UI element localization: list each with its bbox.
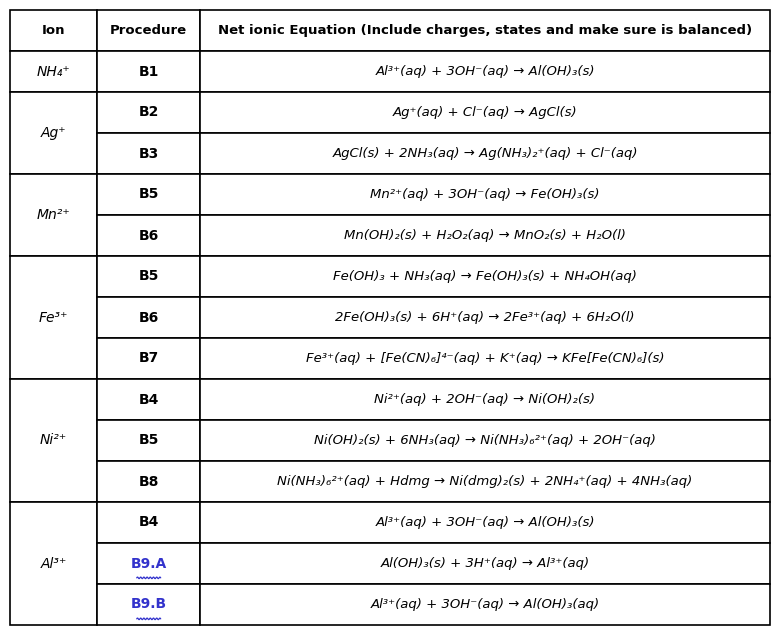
Text: Mn²⁺(aq) + 3OH⁻(aq) → Fe(OH)₃(s): Mn²⁺(aq) + 3OH⁻(aq) → Fe(OH)₃(s): [370, 188, 600, 201]
Bar: [10, 92, 98, 174]
Bar: [200, 133, 770, 174]
Bar: [200, 10, 770, 51]
Bar: [10, 379, 98, 502]
Text: 2Fe(OH)₃(s) + 6H⁺(aq) → 2Fe³⁺(aq) + 6H₂O(l): 2Fe(OH)₃(s) + 6H⁺(aq) → 2Fe³⁺(aq) + 6H₂O…: [335, 311, 635, 324]
Text: B6: B6: [139, 229, 159, 243]
Text: Mn²⁺: Mn²⁺: [37, 208, 70, 222]
Text: Ni²⁺: Ni²⁺: [40, 434, 67, 448]
Text: Ni²⁺(aq) + 2OH⁻(aq) → Ni(OH)₂(s): Ni²⁺(aq) + 2OH⁻(aq) → Ni(OH)₂(s): [374, 393, 595, 406]
Bar: [200, 584, 770, 625]
Bar: [98, 92, 200, 133]
Text: B8: B8: [139, 474, 159, 488]
Text: B9.B: B9.B: [130, 598, 167, 612]
Text: Ion: Ion: [42, 24, 66, 37]
Bar: [98, 420, 200, 461]
Text: Al³⁺(aq) + 3OH⁻(aq) → Al(OH)₃(aq): Al³⁺(aq) + 3OH⁻(aq) → Al(OH)₃(aq): [370, 598, 600, 611]
Bar: [98, 461, 200, 502]
Bar: [98, 379, 200, 420]
Bar: [10, 10, 98, 51]
Bar: [98, 133, 200, 174]
Text: B9.A: B9.A: [130, 556, 167, 570]
Bar: [200, 543, 770, 584]
Text: Ni(OH)₂(s) + 6NH₃(aq) → Ni(NH₃)₆²⁺(aq) + 2OH⁻(aq): Ni(OH)₂(s) + 6NH₃(aq) → Ni(NH₃)₆²⁺(aq) +…: [314, 434, 656, 447]
Bar: [200, 338, 770, 379]
Bar: [10, 256, 98, 379]
Text: Ag⁺(aq) + Cl⁻(aq) → AgCl(s): Ag⁺(aq) + Cl⁻(aq) → AgCl(s): [392, 106, 577, 119]
Text: Fe(OH)₃ + NH₃(aq) → Fe(OH)₃(s) + NH₄OH(aq): Fe(OH)₃ + NH₃(aq) → Fe(OH)₃(s) + NH₄OH(a…: [333, 270, 637, 283]
Bar: [200, 174, 770, 215]
Bar: [98, 543, 200, 584]
Bar: [200, 215, 770, 256]
Bar: [98, 502, 200, 543]
Text: B2: B2: [139, 105, 159, 119]
Text: B1: B1: [139, 65, 159, 79]
Bar: [200, 379, 770, 420]
Text: Net ionic Equation (Include charges, states and make sure is balanced): Net ionic Equation (Include charges, sta…: [218, 24, 752, 37]
Text: B5: B5: [139, 434, 159, 448]
Bar: [200, 92, 770, 133]
Text: B6: B6: [139, 311, 159, 324]
Bar: [200, 256, 770, 297]
Text: Al(OH)₃(s) + 3H⁺(aq) → Al³⁺(aq): Al(OH)₃(s) + 3H⁺(aq) → Al³⁺(aq): [381, 557, 590, 570]
Bar: [200, 420, 770, 461]
Bar: [98, 256, 200, 297]
Text: B4: B4: [139, 392, 159, 406]
Bar: [98, 297, 200, 338]
Bar: [200, 502, 770, 543]
Text: B5: B5: [139, 269, 159, 283]
Text: Al³⁺: Al³⁺: [41, 556, 67, 570]
Bar: [98, 215, 200, 256]
Bar: [10, 502, 98, 625]
Bar: [10, 174, 98, 256]
Text: B4: B4: [139, 516, 159, 530]
Text: Ag⁺: Ag⁺: [41, 126, 66, 140]
Bar: [200, 51, 770, 92]
Text: Procedure: Procedure: [110, 24, 187, 37]
Bar: [200, 297, 770, 338]
Text: Fe³⁺: Fe³⁺: [39, 311, 69, 324]
Text: B7: B7: [139, 352, 159, 366]
Bar: [200, 461, 770, 502]
Text: B5: B5: [139, 187, 159, 201]
Text: Mn(OH)₂(s) + H₂O₂(aq) → MnO₂(s) + H₂O(l): Mn(OH)₂(s) + H₂O₂(aq) → MnO₂(s) + H₂O(l): [344, 229, 626, 242]
Bar: [98, 338, 200, 379]
Bar: [98, 10, 200, 51]
Text: AgCl(s) + 2NH₃(aq) → Ag(NH₃)₂⁺(aq) + Cl⁻(aq): AgCl(s) + 2NH₃(aq) → Ag(NH₃)₂⁺(aq) + Cl⁻…: [332, 147, 638, 160]
Text: B3: B3: [139, 147, 159, 161]
Text: Ni(NH₃)₆²⁺(aq) + Hdmg → Ni(dmg)₂(s) + 2NH₄⁺(aq) + 4NH₃(aq): Ni(NH₃)₆²⁺(aq) + Hdmg → Ni(dmg)₂(s) + 2N…: [278, 475, 693, 488]
Bar: [10, 51, 98, 92]
Text: NH₄⁺: NH₄⁺: [37, 65, 70, 79]
Bar: [98, 51, 200, 92]
Bar: [98, 174, 200, 215]
Text: Fe³⁺(aq) + [Fe(CN)₆]⁴⁻(aq) + K⁺(aq) → KFe[Fe(CN)₆](s): Fe³⁺(aq) + [Fe(CN)₆]⁴⁻(aq) + K⁺(aq) → KF…: [306, 352, 665, 365]
Text: Al³⁺(aq) + 3OH⁻(aq) → Al(OH)₃(s): Al³⁺(aq) + 3OH⁻(aq) → Al(OH)₃(s): [375, 516, 594, 529]
Text: Al³⁺(aq) + 3OH⁻(aq) → Al(OH)₃(s): Al³⁺(aq) + 3OH⁻(aq) → Al(OH)₃(s): [375, 65, 594, 78]
Bar: [98, 584, 200, 625]
